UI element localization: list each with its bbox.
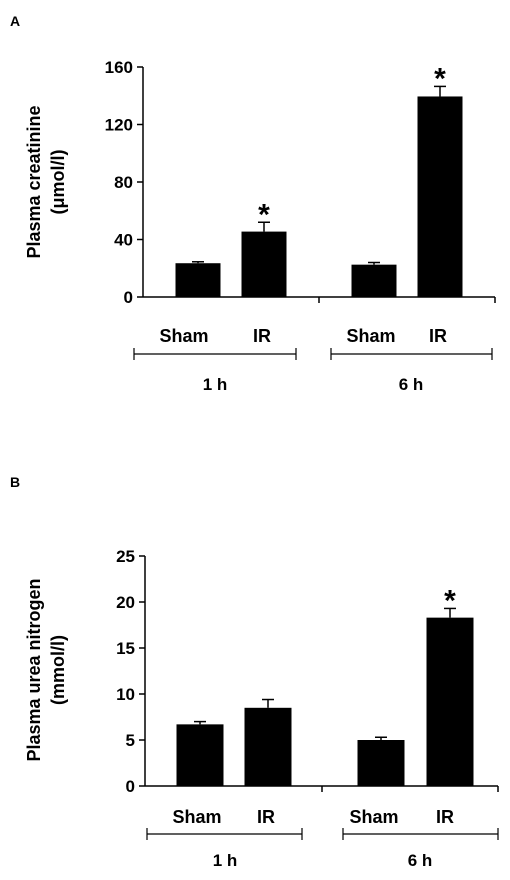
panel-b-ylabel: Plasma urea nitrogen (mmol/l) (24, 578, 68, 761)
panel-b-ytick-label: 20 (116, 593, 135, 612)
panel-a-cat-ir-1h: IR (253, 326, 271, 346)
panel-a-cat-sham-1h: Sham (159, 326, 208, 346)
panel-b-significance-star: * (444, 584, 456, 617)
panel-a-ytick-label: 80 (114, 173, 133, 192)
panel-b-bracket-1h (146, 828, 303, 840)
panel-b-ytick-label: 25 (116, 547, 135, 566)
panel-a-ylabel: Plasma creatinine (μmol/l) (24, 105, 68, 258)
panel-a-bars: ** (175, 62, 463, 297)
panel-b-ytick-label: 5 (126, 731, 135, 750)
panel-b-group-1h: 1 h (213, 851, 238, 870)
panel-a-bracket-1h (133, 348, 297, 360)
panel-a-ytick-label: 40 (114, 231, 133, 250)
panel-a-bar (241, 231, 287, 297)
panel-b-bar (244, 707, 292, 786)
panel-b-cat-sham-1h: Sham (172, 807, 221, 827)
panel-b-ytick-label: 15 (116, 639, 135, 658)
panel-a-significance-star: * (258, 198, 270, 231)
panel-b-ylabel-line2: (mmol/l) (48, 635, 68, 705)
panel-b-label: B (10, 474, 20, 490)
panel-a-bar (351, 264, 397, 297)
panel-a-ylabel-line2: (μmol/l) (48, 149, 68, 214)
panel-a-group-6h: 6 h (399, 375, 424, 394)
panel-a-ytick-label: 0 (124, 288, 133, 307)
panel-b-ytick-label: 0 (126, 777, 135, 796)
panel-b-ylabel-line1: Plasma urea nitrogen (24, 578, 44, 761)
panel-b-bar (426, 617, 474, 786)
panel-a: A Plasma creatinine (μmol/l) 0 40 80 120 160… (10, 13, 496, 394)
panel-b-group-6h: 6 h (408, 851, 433, 870)
panel-b-bar (176, 724, 224, 786)
panel-a-bar (175, 263, 221, 297)
panel-a-group-1h: 1 h (203, 375, 228, 394)
panel-b-cat-sham-6h: Sham (349, 807, 398, 827)
panel-a-ytick-label: 120 (105, 116, 133, 135)
panel-b-cat-ir-6h: IR (436, 807, 454, 827)
panel-b-ytick-label: 10 (116, 685, 135, 704)
panel-b-bar (357, 740, 405, 786)
panel-a-significance-star: * (434, 62, 446, 95)
panel-b-bracket-6h (342, 828, 499, 840)
panel-a-bar (417, 96, 463, 297)
panel-b-ticks: 0 5 10 15 20 25 (116, 547, 145, 796)
panel-a-bracket-6h (330, 348, 493, 360)
panel-b: B Plasma urea nitrogen (mmol/l) 0 5 10 15 20… (10, 474, 499, 870)
panel-a-ticks: 0 40 80 120 160 (105, 58, 143, 307)
panel-a-label: A (10, 13, 20, 29)
panel-a-ytick-label: 160 (105, 58, 133, 77)
panel-a-cat-sham-6h: Sham (346, 326, 395, 346)
panel-a-ylabel-line1: Plasma creatinine (24, 105, 44, 258)
panel-b-cat-ir-1h: IR (257, 807, 275, 827)
panel-a-cat-ir-6h: IR (429, 326, 447, 346)
panel-b-bars: * (176, 584, 474, 786)
